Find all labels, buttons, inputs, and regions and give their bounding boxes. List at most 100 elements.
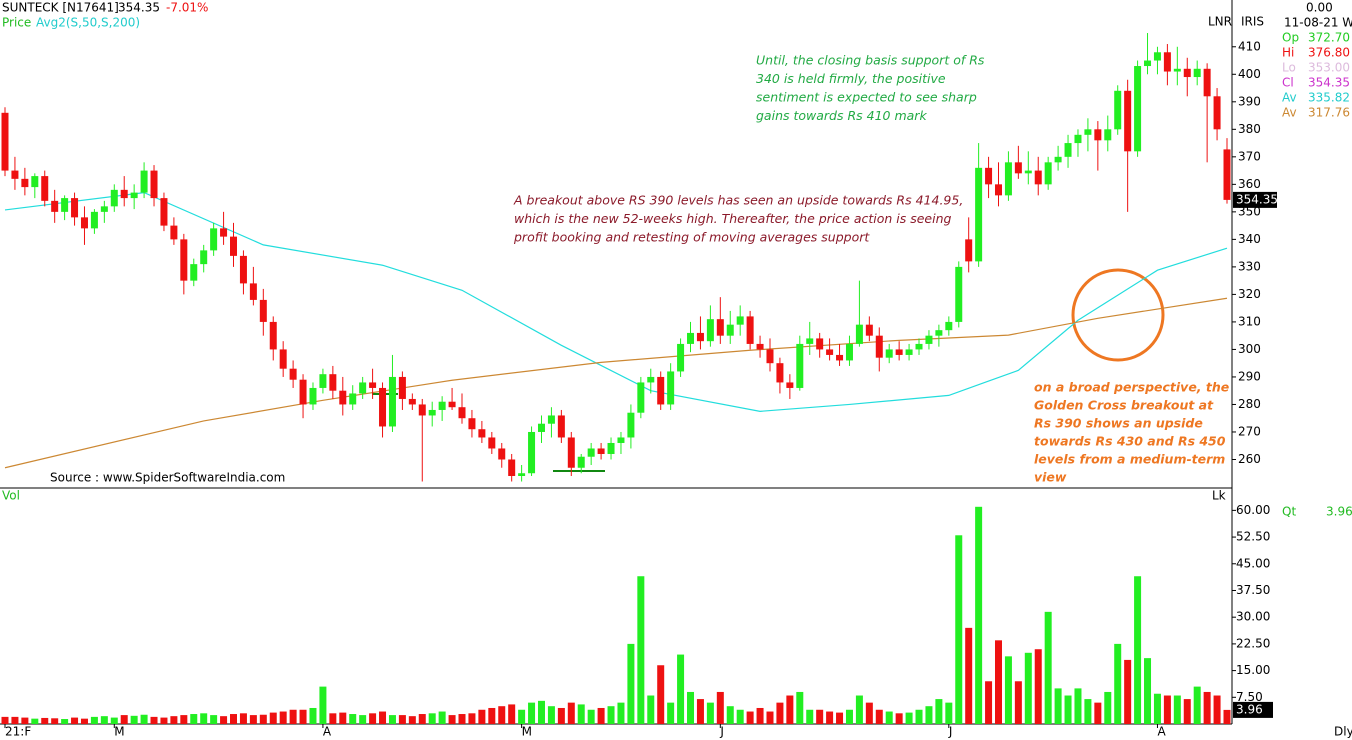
volume-bar <box>1014 681 1022 724</box>
source: Source : www.SpiderSoftwareIndia.com <box>50 471 285 485</box>
volume-bar <box>766 711 774 724</box>
candle-body <box>259 299 267 322</box>
y-tick-label: 270 <box>1238 424 1261 438</box>
x-tick-label: A <box>1157 725 1166 739</box>
volume-bar <box>1163 695 1171 724</box>
candle-body <box>985 167 993 185</box>
candle-body <box>836 354 844 361</box>
volume-bar <box>637 576 645 724</box>
volume-bar <box>1 716 9 724</box>
volume-bar <box>418 714 426 724</box>
annotation: Until, the closing basis support of Rs <box>756 53 985 68</box>
candle-body <box>826 349 834 355</box>
annotation: view <box>1034 470 1067 485</box>
info-value: 317.76 <box>1308 106 1350 120</box>
candle-body <box>736 316 744 325</box>
candle-body <box>1144 60 1152 67</box>
volume-bar <box>1024 652 1032 724</box>
candle-body <box>875 335 883 358</box>
candle-body <box>657 376 665 405</box>
volume-bar <box>1044 611 1052 724</box>
x-tick-label: 21:F <box>5 725 31 739</box>
candle-body <box>786 382 794 388</box>
candle-body <box>885 349 893 358</box>
volume-bar <box>1084 699 1092 724</box>
candle-body <box>557 415 565 438</box>
vol-tick-label: 7.50 <box>1236 690 1263 704</box>
volume-bar <box>836 712 844 724</box>
volume-bar <box>1153 693 1161 724</box>
candle-body <box>1014 162 1022 174</box>
volume-bar <box>577 704 585 724</box>
candle-body <box>150 170 158 199</box>
candle-body <box>51 200 59 212</box>
y-tick-label: 310 <box>1238 314 1261 328</box>
volume-bar <box>249 715 257 724</box>
volume-bar <box>239 713 247 724</box>
date: 11-08-21 We <box>1284 16 1352 30</box>
candle-body <box>498 448 506 460</box>
candle-body <box>1064 143 1072 157</box>
volume-bar <box>1193 686 1201 724</box>
volume-bar <box>657 665 665 724</box>
volume-bar <box>965 627 973 724</box>
info-label: Lo <box>1282 61 1296 75</box>
candle-body <box>537 423 545 432</box>
volume-bar <box>369 713 377 724</box>
volume-bar <box>100 716 108 724</box>
candle-body <box>249 283 257 300</box>
price-tag-label: 354.35 <box>1236 192 1278 206</box>
volume-bar <box>388 715 396 724</box>
candle-body <box>617 437 625 443</box>
volume-bar <box>269 712 277 724</box>
volume-bar <box>1034 649 1042 724</box>
candle-body <box>567 437 575 468</box>
candle-body <box>1074 134 1082 144</box>
volume-bar <box>865 702 873 724</box>
candle-body <box>11 170 19 179</box>
volume-bar <box>1114 643 1122 724</box>
candle-body <box>438 401 446 410</box>
volume-bar <box>528 702 536 724</box>
volume-bar <box>587 709 595 724</box>
volume-bar <box>150 716 158 724</box>
annotation: 340 is held firmly, the positive <box>756 71 946 86</box>
y-tick-label: 260 <box>1238 452 1261 466</box>
candle-body <box>349 393 357 405</box>
info-value: 354.35 <box>1308 76 1350 90</box>
volume-bar <box>279 711 287 724</box>
volume-bar <box>985 681 993 724</box>
candle-body <box>1153 52 1161 61</box>
candle-body <box>170 225 178 240</box>
x-tick-label: A <box>323 725 332 739</box>
volume-bar <box>627 643 635 724</box>
volume-bar <box>756 707 764 724</box>
y-tick-label: 300 <box>1238 342 1261 356</box>
volume-bar <box>110 717 118 724</box>
candle-body <box>627 412 635 438</box>
volume-bar <box>438 711 446 724</box>
corner-value: 0.00 <box>1306 1 1333 15</box>
volume-bar <box>1104 691 1112 724</box>
info-value: 335.82 <box>1308 91 1350 105</box>
volume-bar <box>567 702 575 724</box>
candle-body <box>726 324 734 336</box>
volume-bar <box>41 717 49 724</box>
annotation: gains towards Rs 410 mark <box>756 108 927 123</box>
candle-body <box>239 255 247 284</box>
volume-bar <box>885 711 893 724</box>
vol-tick-label: 52.50 <box>1236 530 1270 544</box>
volume-bar <box>915 709 923 724</box>
candle-body <box>1054 156 1062 163</box>
candle-body <box>309 387 317 405</box>
candle-body <box>1134 66 1142 152</box>
volume-bar <box>130 715 138 724</box>
candle-body <box>458 407 466 419</box>
volume-bar <box>677 654 685 724</box>
qty-label: Qt <box>1282 505 1296 519</box>
candle-body <box>637 382 645 413</box>
volume-bar <box>349 714 357 724</box>
candle-body <box>1034 170 1042 185</box>
info-label: Hi <box>1282 46 1294 60</box>
